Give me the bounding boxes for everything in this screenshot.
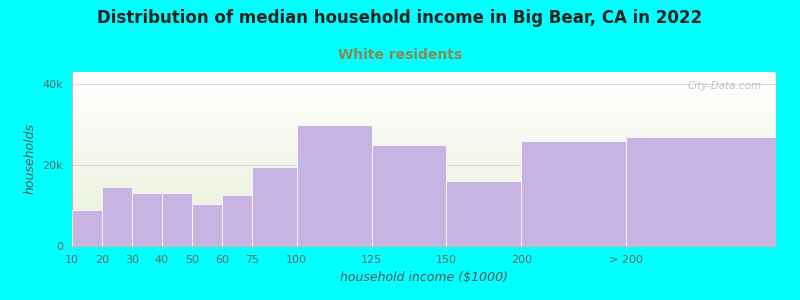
Bar [162,194,192,246]
Y-axis label: households: households [24,124,37,194]
Bar [446,181,522,246]
Bar [72,210,102,246]
Bar [132,194,162,246]
Bar [192,203,222,246]
Bar [222,195,252,246]
Bar [522,141,626,246]
Bar [371,145,446,246]
Bar [626,137,776,246]
X-axis label: household income ($1000): household income ($1000) [340,271,508,284]
Bar [297,124,371,246]
Bar [102,187,132,246]
Text: White residents: White residents [338,48,462,62]
Text: Distribution of median household income in Big Bear, CA in 2022: Distribution of median household income … [98,9,702,27]
Bar [252,167,297,246]
Text: City-Data.com: City-Data.com [688,81,762,91]
